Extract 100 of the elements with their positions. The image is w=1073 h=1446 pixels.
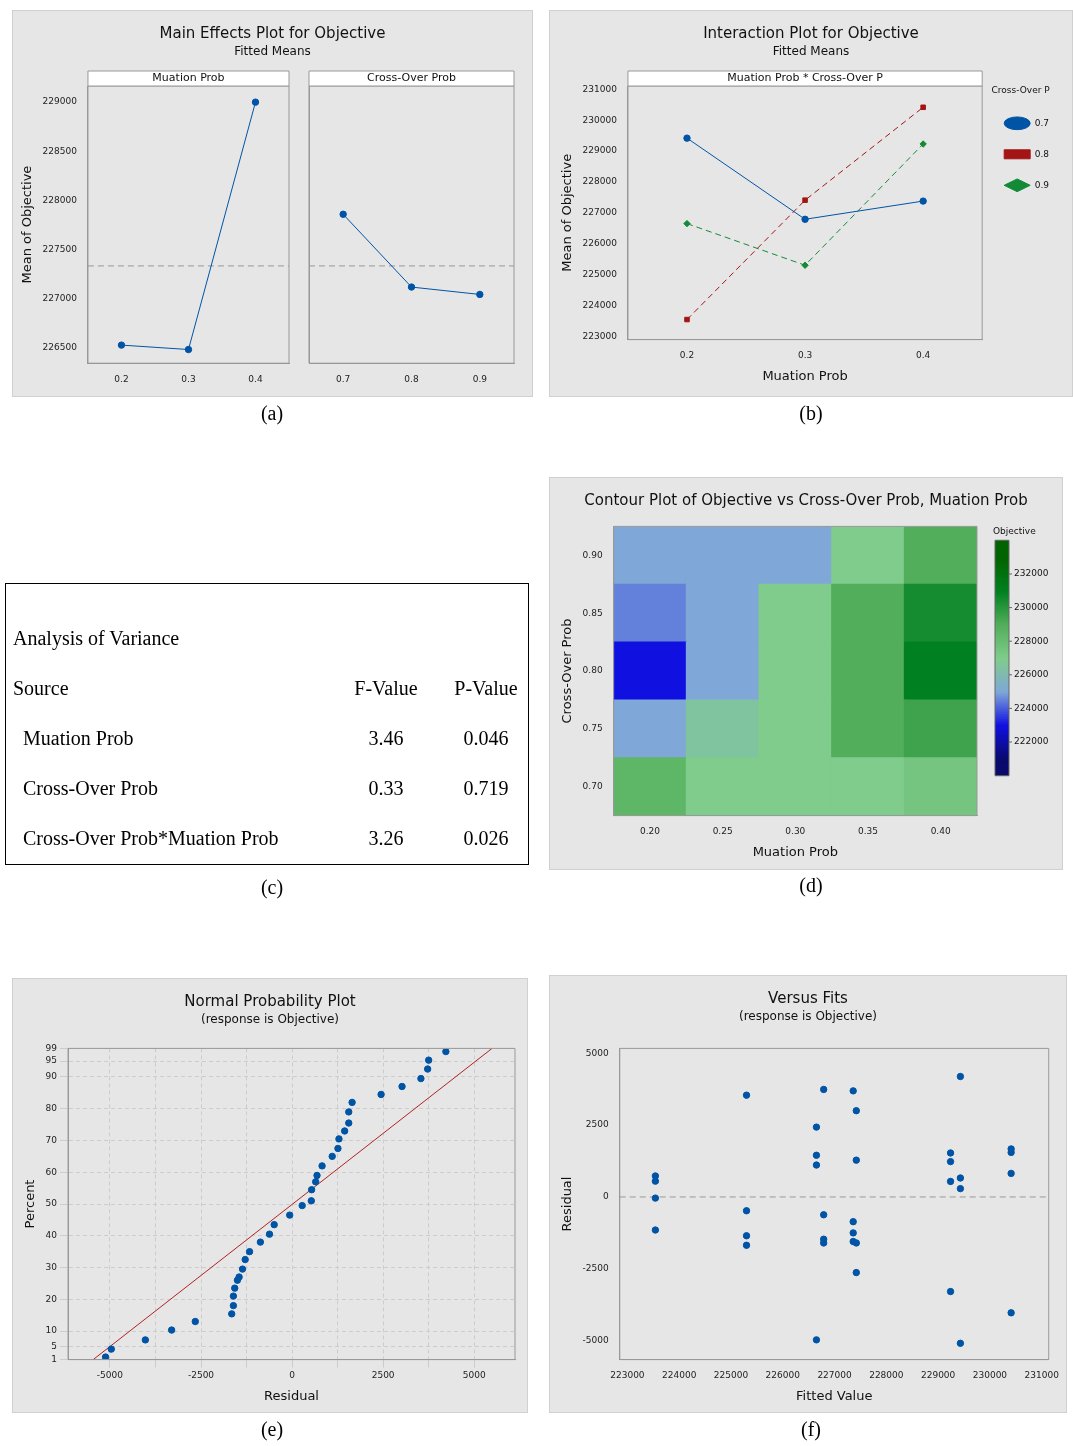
y-tick-label: 228000 <box>582 176 618 187</box>
y-tick-label: 226500 <box>42 342 78 353</box>
y-tick-label: 70 <box>45 1134 58 1145</box>
color-bar-label: 222000 <box>1014 736 1049 747</box>
x-tick-label: 229000 <box>920 1370 956 1381</box>
x-tick-label: 0.3 <box>181 373 196 384</box>
text: (c) <box>259 876 285 899</box>
text: Cross-Over Prob*Muation Prob <box>23 827 279 850</box>
x-tick-label: 0.40 <box>930 826 951 837</box>
x-tick-label: 5000 <box>462 1370 486 1381</box>
x-tick-label: 0.35 <box>857 826 879 837</box>
y-tick-label: 80 <box>45 1103 58 1114</box>
x-tick-label: 225000 <box>713 1370 749 1381</box>
y-tick-label: 0.85 <box>582 607 603 618</box>
color-bar-label: 232000 <box>1014 568 1049 579</box>
y-tick-label: 231000 <box>582 83 618 94</box>
x-tick-label: 2500 <box>371 1370 395 1381</box>
color-bar-label: 224000 <box>1014 702 1049 713</box>
x-tick-label: 0.2 <box>679 350 695 361</box>
color-bar-title: Objective <box>993 525 1037 536</box>
y-tick-label: 10 <box>45 1325 58 1336</box>
chart-title: Contour Plot of Objective vs Cross-Over Prob, Muation Prob <box>583 491 1029 509</box>
y-axis-title: Percent <box>22 1179 38 1229</box>
x-axis-title: Muation Prob <box>762 367 848 383</box>
legend-label: 0.7 <box>1034 117 1050 128</box>
text: 3.26 <box>367 827 405 850</box>
y-tick-label: 99 <box>45 1042 58 1053</box>
y-tick-label: 40 <box>45 1230 58 1241</box>
chart-title: Main Effects Plot for Objective <box>158 24 387 42</box>
y-tick-label: -5000 <box>582 1335 610 1346</box>
y-tick-label: 95 <box>45 1055 58 1066</box>
y-tick-label: 227000 <box>582 207 618 218</box>
y-tick-label: 223000 <box>582 330 618 341</box>
y-tick-label: 229000 <box>42 96 78 107</box>
text: 0.33 <box>367 777 405 800</box>
y-tick-label: 229000 <box>582 145 618 156</box>
text: (e) <box>259 1418 285 1441</box>
chart-title: Interaction Plot for Objective <box>702 24 920 42</box>
x-tick-label: 0.30 <box>785 826 806 837</box>
color-bar-label: 230000 <box>1014 601 1049 612</box>
x-tick-label: 0.25 <box>712 826 733 837</box>
y-axis-title: Cross-Over Prob <box>559 618 575 724</box>
x-tick-label: 0 <box>289 1370 296 1381</box>
x-tick-label: 230000 <box>972 1370 1008 1381</box>
chart-title: Normal Probability Plot <box>183 992 357 1010</box>
y-tick-label: 60 <box>45 1166 58 1177</box>
y-tick-label: 5000 <box>585 1047 610 1058</box>
y-tick-label: 50 <box>45 1198 58 1209</box>
y-tick-label: 0.90 <box>582 549 603 560</box>
x-tick-label: 0.20 <box>639 826 661 837</box>
y-tick-label: 224000 <box>582 299 618 310</box>
text: F-Value <box>353 677 419 700</box>
x-tick-label: 226000 <box>765 1370 801 1381</box>
text: (d) <box>798 874 824 897</box>
y-tick-label: 0.70 <box>582 781 603 792</box>
y-tick-label: 0 <box>603 1191 610 1202</box>
chart-title: Versus Fits <box>767 989 849 1007</box>
color-bar-label: 226000 <box>1014 669 1049 680</box>
x-axis-title: Residual <box>264 1387 319 1403</box>
y-tick-label: 1 <box>51 1353 58 1364</box>
legend-title: Cross-Over P <box>991 84 1051 95</box>
x-tick-label: 0.7 <box>336 373 351 384</box>
x-axis-title: Muation Prob <box>752 843 838 859</box>
x-tick-label: -5000 <box>96 1370 124 1381</box>
text: (a) <box>259 402 285 425</box>
text: 0.026 <box>462 827 510 850</box>
y-axis-title: Residual <box>559 1176 575 1232</box>
color-bar-label: 228000 <box>1014 635 1049 646</box>
y-tick-label: 90 <box>45 1071 58 1082</box>
x-tick-label: 0.4 <box>248 373 263 384</box>
y-tick-label: 226000 <box>582 238 618 248</box>
x-tick-label: 0.2 <box>114 373 129 384</box>
y-tick-label: 227000 <box>42 293 78 304</box>
text: P-Value <box>453 677 519 700</box>
y-tick-label: 228500 <box>42 145 78 156</box>
text: 0.719 <box>462 777 510 800</box>
text: 3.46 <box>367 727 405 750</box>
text: Muation Prob <box>152 71 225 85</box>
x-tick-label: -2500 <box>187 1370 215 1381</box>
y-tick-label: 230000 <box>582 114 618 125</box>
text: 0.046 <box>462 727 510 750</box>
y-tick-label: 2500 <box>585 1119 610 1130</box>
text: Analysis of Variance <box>13 627 180 650</box>
y-tick-label: 0.75 <box>582 723 603 734</box>
x-tick-label: 0.4 <box>915 350 931 361</box>
text: Source <box>13 677 69 700</box>
x-tick-label: 231000 <box>1024 1370 1060 1381</box>
x-tick-label: 224000 <box>662 1370 697 1381</box>
y-axis-title: Mean of Objective <box>19 165 35 284</box>
y-tick-label: 5 <box>51 1341 58 1352</box>
chart-subtitle: (response is Objective) <box>738 1009 878 1023</box>
y-tick-label: 225000 <box>582 268 618 279</box>
y-tick-label: 227500 <box>42 244 78 255</box>
y-axis-title: Mean of Objective <box>559 153 575 272</box>
y-tick-label: 228000 <box>42 194 78 205</box>
x-tick-label: 0.3 <box>797 350 813 361</box>
chart-subtitle: (response is Objective) <box>200 1012 340 1026</box>
y-tick-label: 30 <box>45 1261 58 1272</box>
y-tick-label: -2500 <box>582 1263 610 1274</box>
x-tick-label: 227000 <box>817 1370 852 1381</box>
